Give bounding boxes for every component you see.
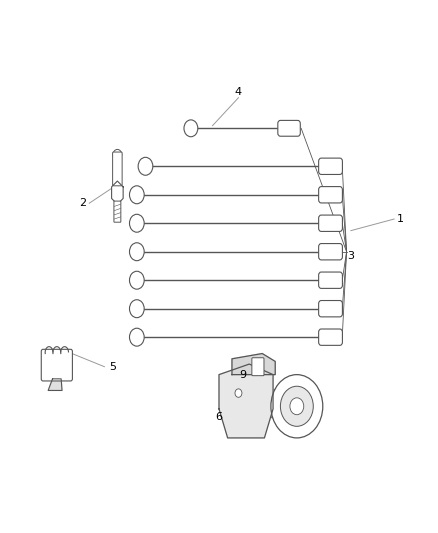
Text: 2: 2: [79, 198, 86, 208]
FancyBboxPatch shape: [318, 187, 343, 203]
Text: 5: 5: [110, 362, 117, 372]
Circle shape: [130, 186, 144, 204]
Polygon shape: [219, 364, 273, 438]
Circle shape: [130, 300, 144, 318]
Circle shape: [130, 214, 144, 232]
Polygon shape: [48, 379, 62, 391]
Text: 3: 3: [347, 251, 354, 261]
Circle shape: [130, 328, 144, 346]
Circle shape: [130, 271, 144, 289]
Circle shape: [184, 120, 198, 137]
FancyBboxPatch shape: [318, 244, 343, 260]
Circle shape: [113, 149, 122, 160]
FancyBboxPatch shape: [318, 272, 343, 288]
Circle shape: [130, 243, 144, 261]
FancyBboxPatch shape: [252, 358, 264, 376]
FancyBboxPatch shape: [318, 158, 343, 174]
FancyBboxPatch shape: [278, 120, 300, 136]
FancyBboxPatch shape: [113, 152, 122, 186]
Circle shape: [235, 389, 242, 397]
FancyBboxPatch shape: [41, 349, 72, 381]
FancyBboxPatch shape: [318, 215, 343, 231]
Polygon shape: [232, 353, 275, 375]
Polygon shape: [112, 181, 123, 204]
Circle shape: [271, 375, 323, 438]
Text: 9: 9: [239, 369, 246, 379]
Circle shape: [280, 386, 313, 426]
FancyBboxPatch shape: [271, 390, 299, 418]
Circle shape: [138, 157, 153, 175]
Text: 1: 1: [397, 214, 404, 224]
FancyBboxPatch shape: [114, 201, 121, 222]
FancyBboxPatch shape: [318, 329, 343, 345]
Text: 6: 6: [215, 412, 223, 422]
FancyBboxPatch shape: [318, 301, 343, 317]
Circle shape: [290, 398, 304, 415]
Text: 4: 4: [235, 87, 242, 98]
